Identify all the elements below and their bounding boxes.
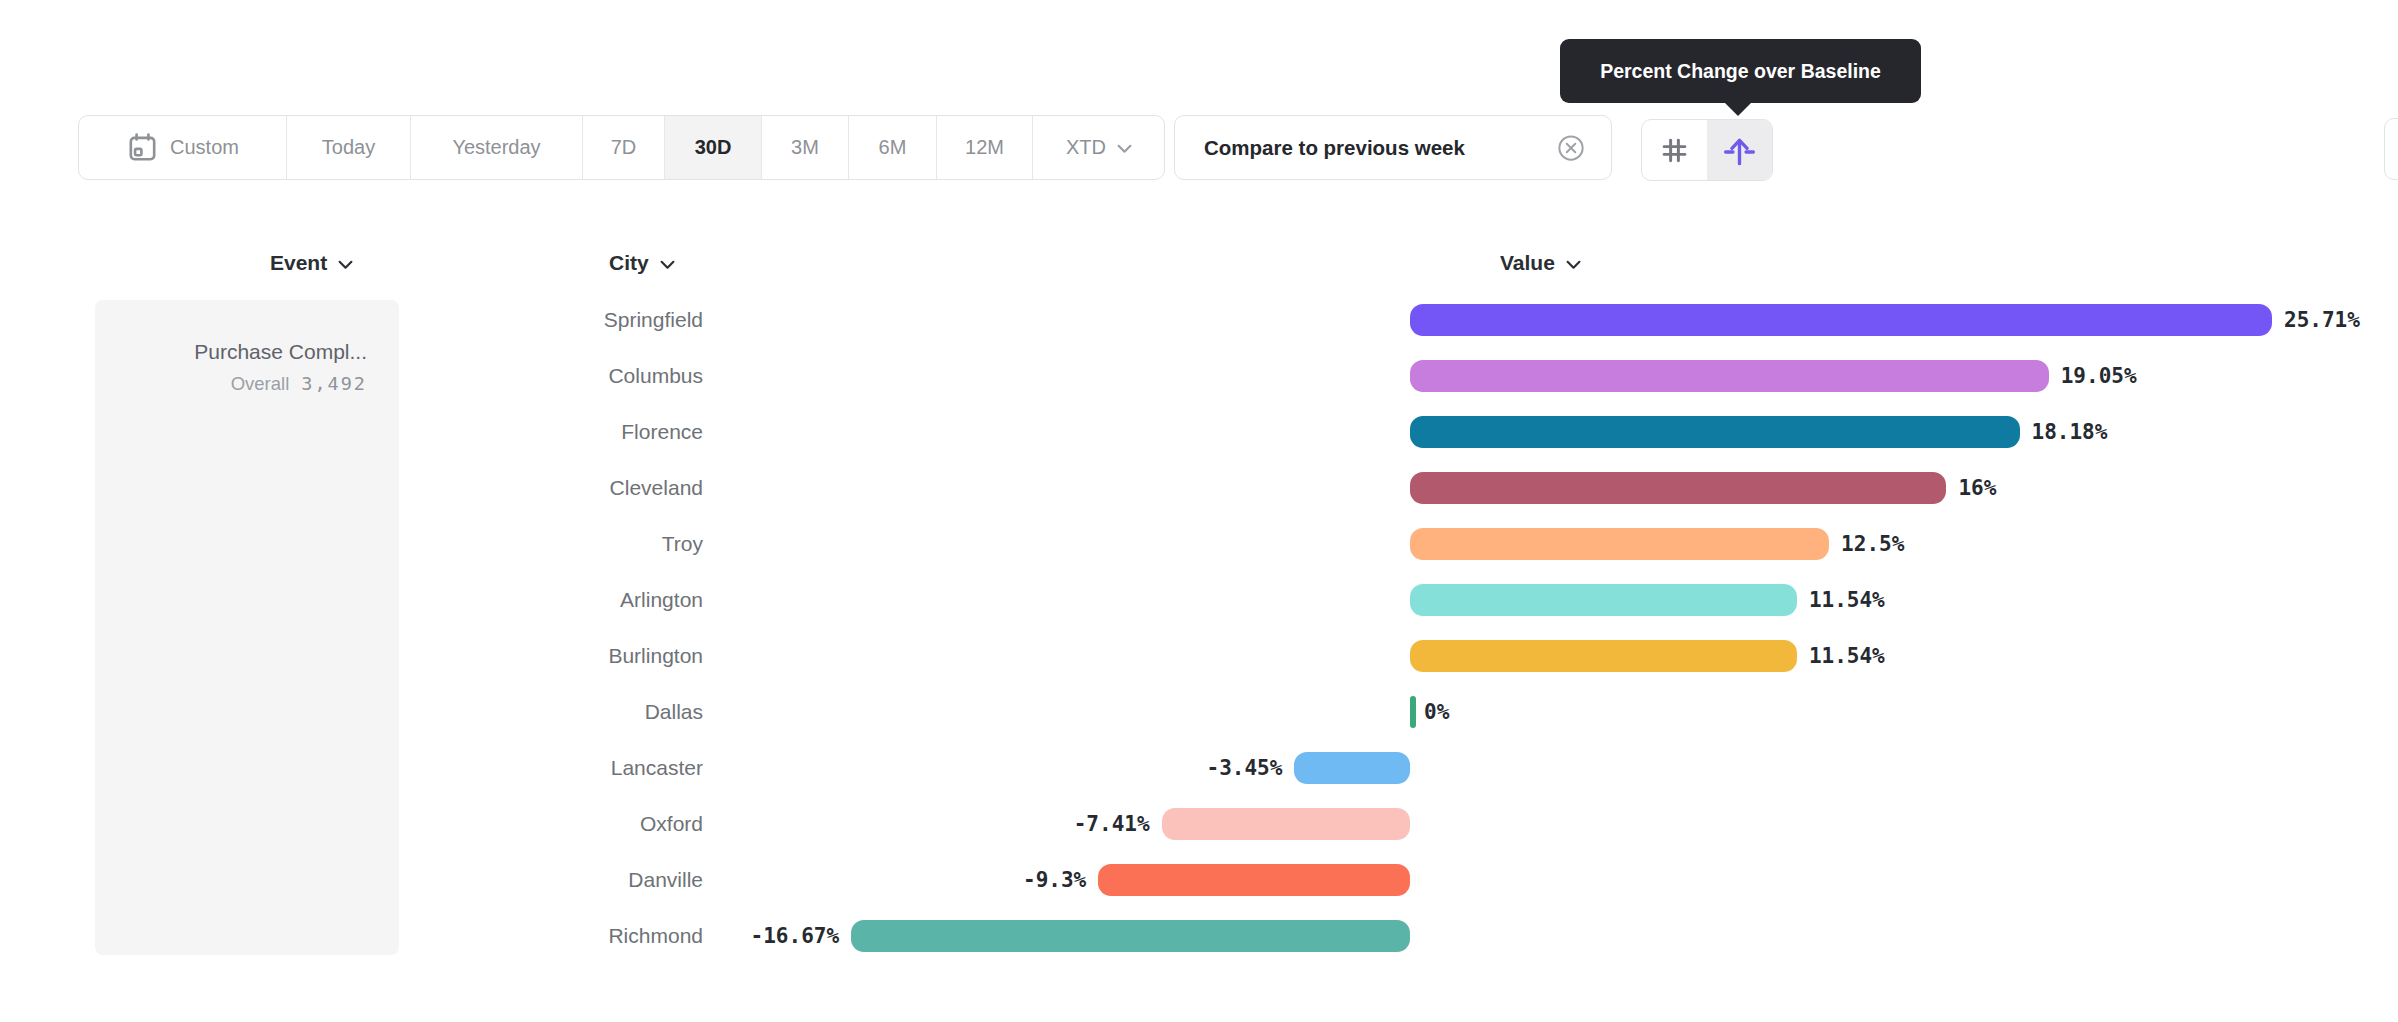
value-bar[interactable] <box>1162 808 1410 840</box>
date-range-custom[interactable]: Custom <box>79 116 287 179</box>
city-label: Springfield <box>400 292 703 348</box>
date-range-label: 30D <box>695 136 732 159</box>
absolute-numbers-button[interactable] <box>1642 120 1707 180</box>
chart-row: Troy 12.5% <box>0 516 2398 572</box>
date-range-label: Custom <box>170 136 239 159</box>
city-label: Lancaster <box>400 740 703 796</box>
city-label: Danville <box>400 852 703 908</box>
value-label: 11.54% <box>1809 628 1885 684</box>
tooltip-percent-change: Percent Change over Baseline <box>1560 39 1921 103</box>
value-label: 18.18% <box>2032 404 2108 460</box>
event-header-label: Event <box>270 251 327 275</box>
chart-row: Columbus 19.05% <box>0 348 2398 404</box>
chart-row: Lancaster -3.45% <box>0 740 2398 796</box>
date-range-6m[interactable]: 6M <box>849 116 937 179</box>
chart-row: Springfield 25.71% <box>0 292 2398 348</box>
date-range-today[interactable]: Today <box>287 116 411 179</box>
column-header-city[interactable]: City <box>609 248 675 278</box>
chevron-down-icon <box>1566 260 1581 270</box>
value-label: -16.67% <box>751 908 840 964</box>
date-range-label: Today <box>322 136 375 159</box>
percent-change-baseline-button[interactable] <box>1707 120 1772 180</box>
value-label: 19.05% <box>2061 348 2137 404</box>
date-range-control: Custom Today Yesterday 7D 30D 3M 6M 12M XTD <box>78 115 1165 180</box>
date-range-xtd[interactable]: XTD <box>1033 116 1165 179</box>
compare-chip[interactable]: Compare to previous week <box>1174 115 1612 180</box>
value-bar[interactable] <box>1098 864 1410 896</box>
partial-control[interactable] <box>2384 118 2398 180</box>
chart-row: Cleveland 16% <box>0 460 2398 516</box>
column-header-event[interactable]: Event <box>270 248 353 278</box>
date-range-yesterday[interactable]: Yesterday <box>411 116 583 179</box>
city-label: Florence <box>400 404 703 460</box>
value-label: 0% <box>1424 684 1449 740</box>
city-label: Columbus <box>400 348 703 404</box>
value-label: 12.5% <box>1841 516 1904 572</box>
value-bar[interactable] <box>1410 528 1829 560</box>
column-header-value[interactable]: Value <box>1500 248 1581 278</box>
compare-chip-label: Compare to previous week <box>1204 136 1465 160</box>
chevron-down-icon <box>660 260 675 270</box>
hash-icon <box>1659 135 1690 166</box>
chart-row: Burlington 11.54% <box>0 628 2398 684</box>
date-range-label: 6M <box>879 136 907 159</box>
city-label: Cleveland <box>400 460 703 516</box>
value-bar[interactable] <box>1294 752 1410 784</box>
city-label: Arlington <box>400 572 703 628</box>
chart-row: Arlington 11.54% <box>0 572 2398 628</box>
value-label: 16% <box>1958 460 1996 516</box>
value-bar[interactable] <box>1410 360 2049 392</box>
value-label: 11.54% <box>1809 572 1885 628</box>
date-range-label: Yesterday <box>452 136 540 159</box>
chevron-down-icon <box>1117 144 1132 154</box>
value-label: -7.41% <box>1074 796 1150 852</box>
city-label: Richmond <box>400 908 703 964</box>
chart-row: Danville -9.3% <box>0 852 2398 908</box>
date-range-label: 3M <box>791 136 819 159</box>
date-range-label: 7D <box>611 136 637 159</box>
value-label: 25.71% <box>2284 292 2360 348</box>
value-label: -3.45% <box>1206 740 1282 796</box>
city-label: Oxford <box>400 796 703 852</box>
chart-row: Florence 18.18% <box>0 404 2398 460</box>
chevron-down-icon <box>338 260 353 270</box>
date-range-3m[interactable]: 3M <box>762 116 849 179</box>
date-range-label: XTD <box>1066 136 1106 159</box>
date-range-12m[interactable]: 12M <box>937 116 1033 179</box>
value-bar[interactable] <box>1410 472 1946 504</box>
value-bar[interactable] <box>851 920 1410 952</box>
value-bar[interactable] <box>1410 696 1416 728</box>
date-range-label: 12M <box>965 136 1004 159</box>
city-label: Burlington <box>400 628 703 684</box>
date-range-7d[interactable]: 7D <box>583 116 665 179</box>
city-label: Troy <box>400 516 703 572</box>
calendar-icon <box>126 131 159 164</box>
arrow-over-baseline-icon <box>1722 133 1757 168</box>
view-toggle-group <box>1641 119 1773 181</box>
city-header-label: City <box>609 251 649 275</box>
remove-compare-icon[interactable] <box>1556 133 1586 163</box>
city-label: Dallas <box>400 684 703 740</box>
chart-row: Dallas 0% <box>0 684 2398 740</box>
value-header-label: Value <box>1500 251 1555 275</box>
tooltip-arrow <box>1723 101 1753 116</box>
value-bar[interactable] <box>1410 416 2020 448</box>
bar-chart: Springfield 25.71% Columbus 19.05% Florence 1… <box>0 292 2398 964</box>
value-bar[interactable] <box>1410 304 2272 336</box>
value-bar[interactable] <box>1410 584 1797 616</box>
chart-row: Richmond -16.67% <box>0 908 2398 964</box>
date-range-30d[interactable]: 30D <box>665 116 762 179</box>
chart-row: Oxford -7.41% <box>0 796 2398 852</box>
value-label: -9.3% <box>1023 852 1086 908</box>
value-bar[interactable] <box>1410 640 1797 672</box>
